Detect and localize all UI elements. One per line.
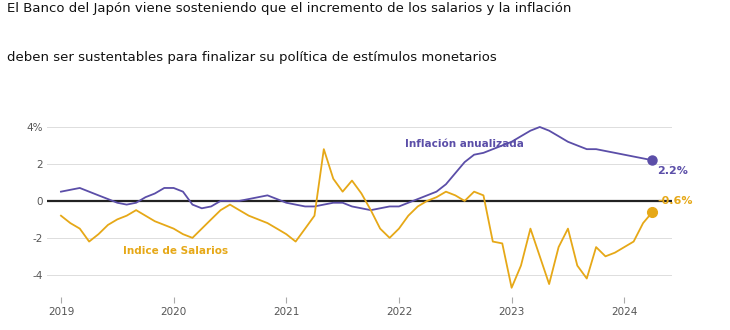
Text: Indice de Salarios: Indice de Salarios [123,246,228,256]
Text: El Banco del Japón viene sosteniendo que el incremento de los salarios y la infl: El Banco del Japón viene sosteniendo que… [7,2,572,15]
Text: -0.6%: -0.6% [657,196,693,207]
Text: deben ser sustentables para finalizar su política de estímulos monetarios: deben ser sustentables para finalizar su… [7,51,497,64]
Text: 2.2%: 2.2% [657,166,688,176]
Text: Inflación anualizada: Inflación anualizada [404,139,523,148]
